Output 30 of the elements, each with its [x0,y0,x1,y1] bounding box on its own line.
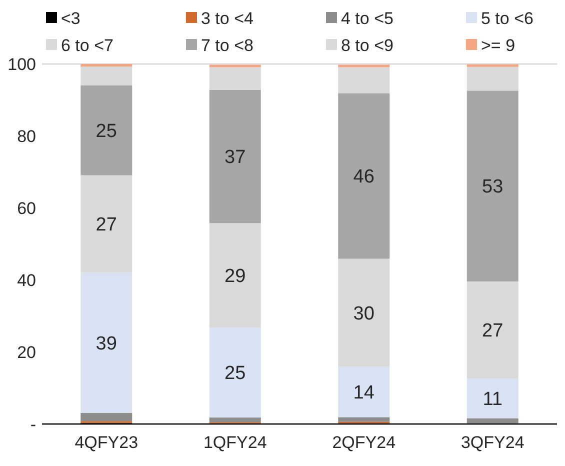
data-label: 37 [224,147,246,168]
data-label: 14 [353,382,375,404]
y-tick-label: 40 [17,270,36,290]
y-tick-label: 20 [17,342,36,362]
legend-label: >= 9 [481,36,516,55]
data-label: 25 [96,120,117,142]
data-label: 29 [224,266,246,287]
legend-label: <3 [61,8,80,28]
data-label: 27 [482,320,504,342]
x-tick-label: 4QFY23 [74,433,138,452]
y-tick-label: 60 [17,198,36,218]
legend-label: 3 to <4 [201,8,254,28]
x-tick-label: 2QFY24 [332,433,396,452]
data-label: 11 [482,389,502,410]
data-label: 46 [353,166,374,188]
legend-label: 4 to <5 [341,8,394,28]
data-label: 53 [482,176,504,198]
x-tick-label: 3QFY24 [460,433,524,452]
legend-label: 6 to <7 [61,36,114,55]
data-label: 39 [96,333,117,354]
x-tick-label: 1QFY24 [203,433,267,452]
legend-label: 5 to <6 [481,8,534,28]
data-label: 25 [224,363,246,384]
data-label: 30 [353,303,374,324]
y-tick-label: 100 [8,54,36,74]
legend-label: 7 to <8 [201,36,254,55]
y-tick-label: - [30,414,36,434]
y-tick-label: 80 [17,126,36,146]
legend-label: 8 to <9 [341,36,394,55]
data-label: 27 [96,214,117,236]
